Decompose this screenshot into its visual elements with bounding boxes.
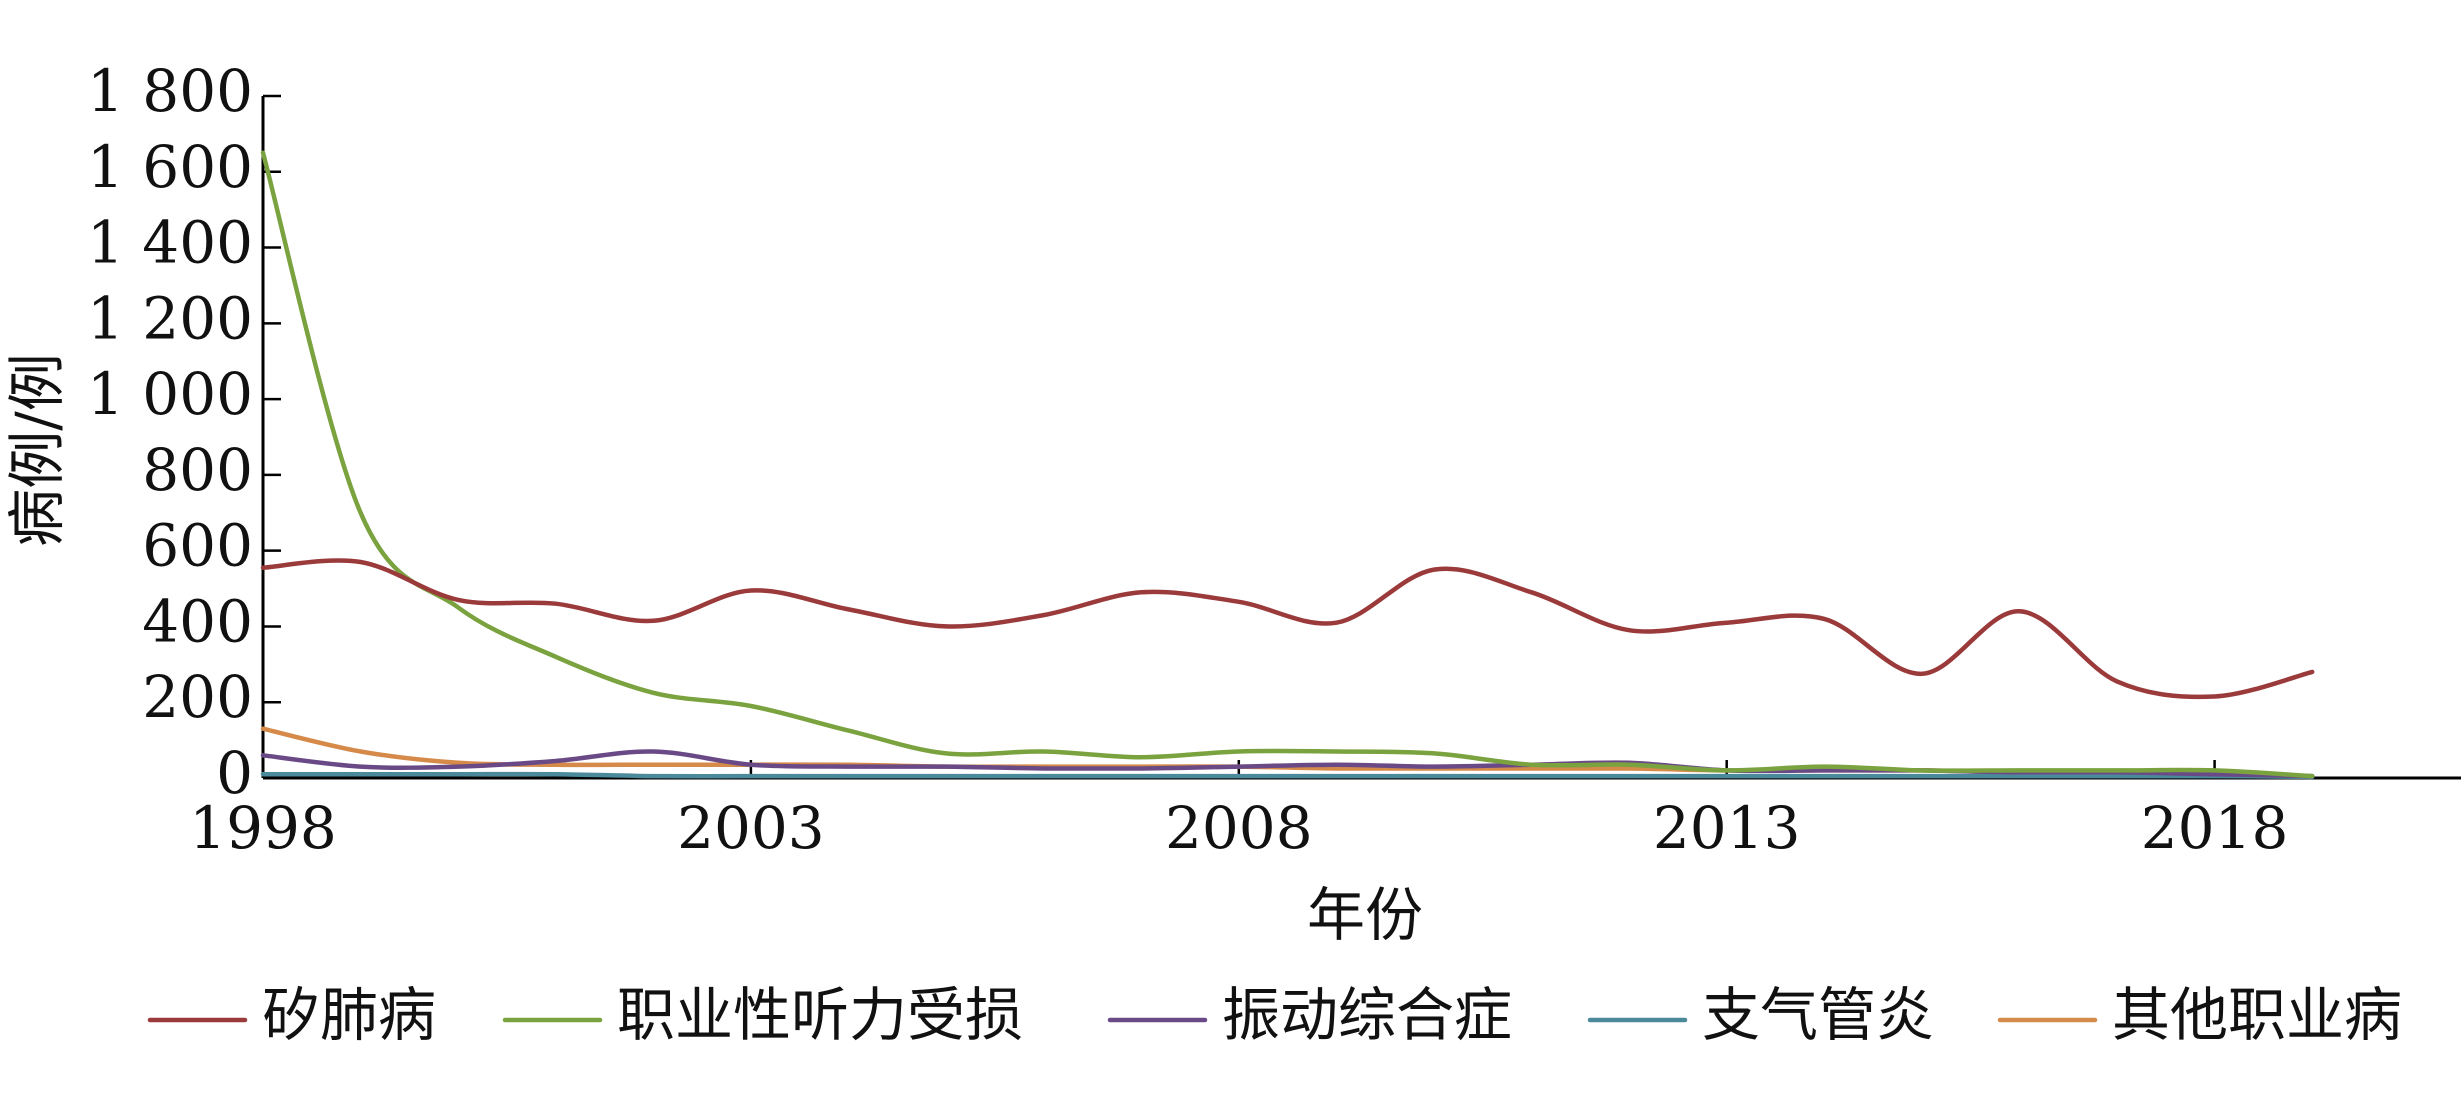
series-line-1	[260, 558, 2315, 700]
x-ticks: 1998 2003 2008 2013 2018	[189, 760, 2288, 862]
legend-label: 振动综合症	[1222, 981, 1512, 1049]
series-line-4	[260, 771, 2315, 780]
y-axis-title: 病例/例	[3, 353, 71, 547]
y-tick-label: 1 000	[87, 360, 253, 428]
legend-label: 支气管炎	[1702, 981, 1934, 1049]
x-tick-label: 2003	[677, 794, 825, 862]
legend-label: 矽肺病	[262, 981, 436, 1049]
x-tick-label: 2018	[2141, 794, 2289, 862]
y-tick-label: 200	[142, 663, 253, 731]
x-tick-label: 1998	[189, 794, 337, 862]
y-tick-label: 400	[142, 587, 253, 655]
y-tick-label: 800	[142, 436, 253, 504]
x-tick-label: 2013	[1653, 794, 1801, 862]
series-line-2	[260, 150, 2315, 779]
axes	[261, 96, 2461, 780]
legend-label: 职业性听力受损	[617, 981, 1023, 1049]
y-tick-label: 1 400	[87, 209, 253, 277]
y-ticks: 0 200 400 600 800 1 000 1 200 1 400 1 600 1 800	[87, 57, 281, 807]
legend: 矽肺病 职业性听力受损 振动综合症 支气管炎 其他职业病	[147, 981, 2402, 1049]
x-axis-title: 年份	[1307, 881, 1423, 949]
y-tick-label: 1 200	[87, 284, 253, 352]
series-lines	[260, 150, 2315, 780]
legend-label: 其他职业病	[2112, 981, 2402, 1049]
y-tick-label: 1 600	[87, 133, 253, 201]
y-tick-label: 600	[142, 512, 253, 580]
y-tick-label: 0	[216, 739, 253, 807]
y-tick-label: 1 800	[87, 57, 253, 125]
x-tick-label: 2008	[1165, 794, 1313, 862]
